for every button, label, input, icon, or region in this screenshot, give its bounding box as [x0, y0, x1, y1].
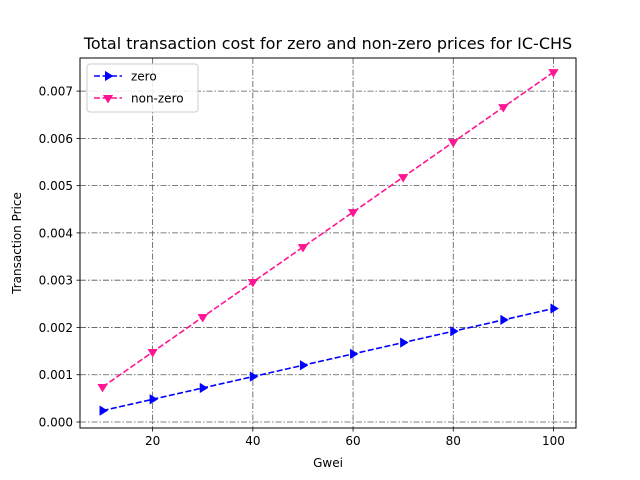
data-point-zero [550, 303, 559, 314]
data-point-non-zero [498, 104, 509, 113]
x-tick-label: 20 [145, 434, 160, 448]
y-tick-label: 0.003 [39, 274, 73, 288]
y-axis: 0.000 0.001 0.002 0.003 0.004 0.005 0.006 0.007 [39, 85, 80, 429]
y-tick-label: 0.001 [39, 368, 73, 382]
x-tick-label: 80 [446, 434, 461, 448]
legend-label-zero: zero [131, 70, 157, 84]
data-point-non-zero [397, 174, 409, 183]
data-point-zero [249, 371, 259, 382]
legend-label-non-zero: non-zero [131, 92, 184, 106]
legend: zero non-zero [86, 63, 199, 113]
series-line-non-zero [102, 71, 554, 388]
data-point-non-zero [548, 69, 559, 78]
plot-frame [79, 57, 577, 429]
data-point-non-zero [448, 139, 459, 148]
y-tick-label: 0.005 [39, 179, 73, 193]
data-point-zero [350, 348, 359, 360]
data-point-zero [500, 314, 509, 326]
series-zero [99, 303, 559, 416]
data-point-zero [149, 394, 159, 405]
series-line-zero [102, 307, 554, 412]
x-tick-label: 60 [345, 434, 360, 448]
legend-marker-zero [105, 70, 114, 82]
y-tick-label: 0.007 [39, 85, 73, 99]
x-axis: 20 40 60 80 100 [145, 428, 565, 448]
plot-series [97, 69, 559, 416]
data-point-zero [450, 326, 459, 337]
y-tick-label: 0.006 [39, 132, 73, 146]
y-tick-label: 0.002 [39, 321, 73, 335]
x-tick-label: 40 [245, 434, 260, 448]
legend-marker-non-zero [102, 95, 114, 104]
data-point-non-zero [147, 349, 158, 358]
chart-title: Total transaction cost for zero and non-… [83, 34, 572, 53]
data-point-zero [400, 337, 409, 348]
grid [80, 58, 576, 428]
y-axis-label: Transaction Price [10, 192, 24, 295]
data-point-zero [99, 405, 109, 416]
data-point-non-zero [197, 314, 208, 323]
data-point-zero [199, 382, 209, 394]
data-point-non-zero [247, 279, 259, 288]
data-point-non-zero [297, 244, 309, 253]
y-tick-label: 0.000 [39, 415, 73, 429]
data-point-non-zero [347, 209, 359, 218]
series-non-zero [97, 69, 559, 393]
x-tick-label: 100 [542, 434, 565, 448]
x-axis-label: Gwei [313, 456, 343, 470]
data-point-zero [299, 360, 309, 371]
data-point-non-zero [97, 384, 108, 393]
y-tick-label: 0.004 [39, 226, 73, 240]
